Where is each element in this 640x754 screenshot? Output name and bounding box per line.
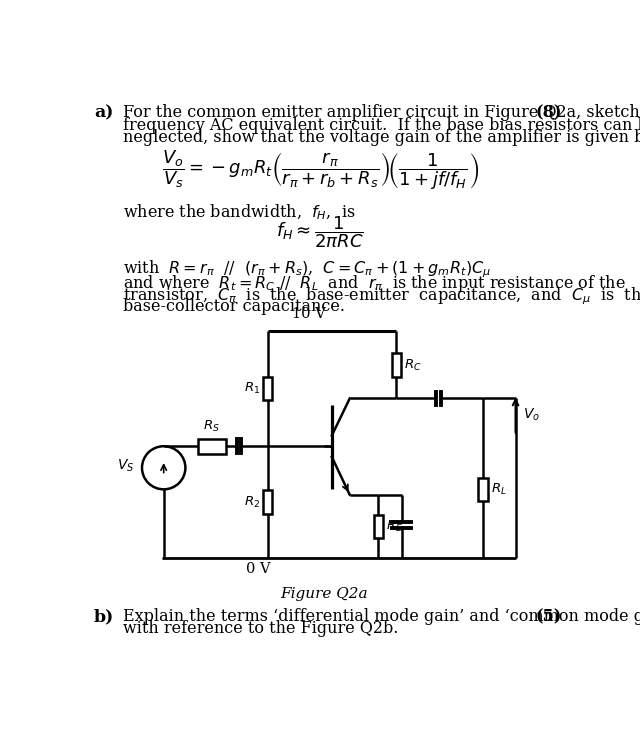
Text: frequency AC equivalent circuit.  If the base bias resistors can be: frequency AC equivalent circuit. If the … (123, 117, 640, 133)
Text: $V_o$: $V_o$ (524, 407, 540, 423)
Bar (198, 439, 226, 454)
Text: $R_2$: $R_2$ (244, 495, 260, 510)
Bar (374, 515, 383, 538)
Text: where the bandwidth,  $f_H$,  is: where the bandwidth, $f_H$, is (123, 202, 355, 222)
Text: For the common emitter amplifier circuit in Figure Q2a, sketch the high: For the common emitter amplifier circuit… (123, 104, 640, 121)
Text: neglected, show that the voltage gain of the amplifier is given by:: neglected, show that the voltage gain of… (123, 129, 640, 146)
Text: $\dfrac{V_o}{V_s} = -g_m R_t \left(\dfrac{r_\pi}{r_\pi + r_b + R_s}\right)\!\lef: $\dfrac{V_o}{V_s} = -g_m R_t \left(\dfra… (162, 148, 479, 192)
Text: $R_E$: $R_E$ (386, 519, 403, 534)
Text: Figure Q2a: Figure Q2a (280, 587, 368, 601)
Text: b): b) (94, 608, 114, 625)
Text: $R_1$: $R_1$ (244, 382, 260, 397)
Text: Explain the terms ‘differential mode gain’ and ‘common mode gain’: Explain the terms ‘differential mode gai… (123, 608, 640, 625)
Text: (8): (8) (536, 104, 562, 121)
Bar (478, 478, 488, 501)
Text: base-collector capacitance.: base-collector capacitance. (123, 298, 344, 314)
Text: and where  $R_t = R_C$ //  $R_L$  and  $r_\pi$  is the input resistance of the: and where $R_t = R_C$ // $R_L$ and $r_\p… (123, 273, 625, 294)
Text: $V_S$: $V_S$ (117, 458, 134, 474)
Text: $R_S$: $R_S$ (204, 418, 220, 434)
Text: a): a) (94, 104, 113, 121)
Text: transistor,  $C_\pi$  is  the  base-emitter  capacitance,  and  $C_\mu$  is  the: transistor, $C_\pi$ is the base-emitter … (123, 285, 640, 307)
Text: $R_C$: $R_C$ (404, 357, 422, 372)
Text: $R_L$: $R_L$ (491, 482, 506, 498)
Text: 10 V: 10 V (292, 308, 326, 321)
Text: 0 V: 0 V (246, 562, 271, 576)
Text: $f_H \approx \dfrac{1}{2\pi RC}$: $f_H \approx \dfrac{1}{2\pi RC}$ (276, 214, 364, 250)
Bar (392, 354, 401, 376)
Text: with reference to the Figure Q2b.: with reference to the Figure Q2b. (123, 621, 398, 637)
Text: (5): (5) (536, 608, 562, 625)
Bar (263, 377, 272, 400)
Bar (263, 491, 272, 513)
Text: with  $R = r_\pi$  //  $(r_\pi + R_s)$,  $C = C_\pi + (1 + g_m R_t)C_\mu$: with $R = r_\pi$ // $(r_\pi + R_s)$, $C … (123, 259, 491, 280)
